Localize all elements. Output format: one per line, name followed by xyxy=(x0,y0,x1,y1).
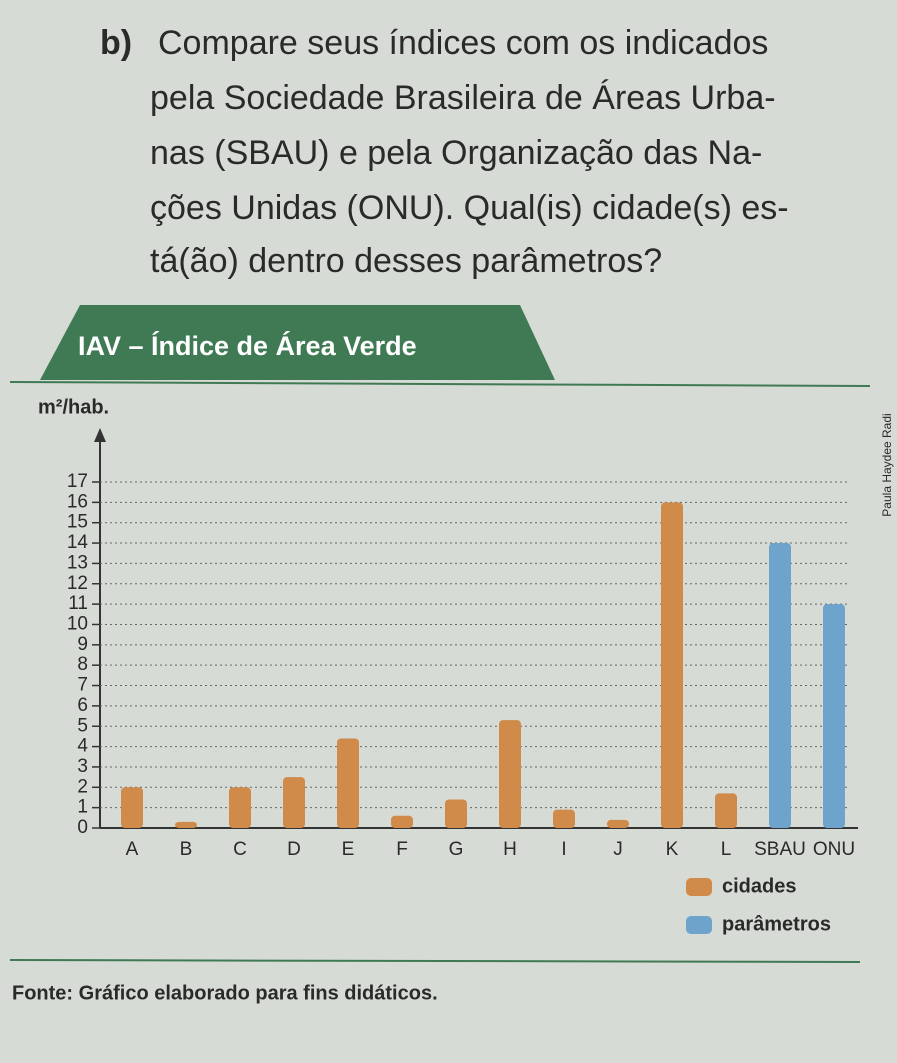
y-tick-label: 17 xyxy=(67,471,88,492)
x-tick-label: ONU xyxy=(813,839,855,860)
legend-swatch xyxy=(686,878,712,896)
question-line: Compare seus índices com os indicados xyxy=(158,24,768,62)
y-tick-label: 9 xyxy=(77,634,88,655)
chart-title: IAV – Índice de Área Verde xyxy=(78,330,417,361)
bar xyxy=(715,793,737,828)
y-tick-label: 16 xyxy=(67,491,88,512)
question-line: tá(ão) dentro desses parâmetros? xyxy=(150,242,662,280)
x-tick-label: G xyxy=(449,839,464,860)
legend-label: cidades xyxy=(722,875,796,897)
bar xyxy=(391,815,413,828)
bar xyxy=(229,787,251,828)
x-tick-label: H xyxy=(503,839,517,860)
y-tick-label: 12 xyxy=(67,573,88,594)
x-tick-label: I xyxy=(561,839,566,860)
y-tick-label: 0 xyxy=(77,817,88,838)
bar xyxy=(823,604,845,828)
y-tick-label: 8 xyxy=(77,654,88,675)
bar xyxy=(445,799,467,828)
bar xyxy=(283,777,305,828)
y-tick-label: 13 xyxy=(67,552,88,573)
question-line: ções Unidas (ONU). Qual(is) cidade(s) es… xyxy=(150,189,789,227)
y-axis-label: m²/hab. xyxy=(38,396,109,418)
question-line: pela Sociedade Brasileira de Áreas Urba- xyxy=(150,79,776,117)
y-tick-label: 5 xyxy=(77,715,88,736)
source: Fonte: Gráfico elaborado para fins didát… xyxy=(12,982,438,1004)
question-label: b) xyxy=(100,24,132,62)
bar xyxy=(769,543,791,828)
y-tick-label: 4 xyxy=(77,736,88,757)
question-line: nas (SBAU) e pela Organização das Na- xyxy=(150,134,762,172)
x-tick-label: F xyxy=(396,839,408,860)
title-tab xyxy=(40,305,555,380)
y-tick-label: 15 xyxy=(67,512,88,533)
legend-label: parâmetros xyxy=(722,913,831,935)
x-tick-label: C xyxy=(233,839,247,860)
y-axis-arrow xyxy=(94,428,106,442)
legend-swatch xyxy=(686,916,712,934)
bar xyxy=(175,821,197,828)
y-tick-label: 10 xyxy=(67,613,88,634)
credit: Paula Haydee Radi xyxy=(880,413,894,516)
bar xyxy=(337,738,359,828)
y-tick-label: 2 xyxy=(77,776,88,797)
y-tick-label: 3 xyxy=(77,756,88,777)
bar xyxy=(607,819,629,828)
x-tick-label: K xyxy=(666,839,679,860)
x-tick-label: D xyxy=(287,839,301,860)
rule xyxy=(9,381,871,387)
bar xyxy=(121,787,143,828)
y-tick-label: 11 xyxy=(68,593,88,614)
y-tick-label: 14 xyxy=(67,532,89,553)
x-tick-label: L xyxy=(721,839,732,860)
x-tick-label: B xyxy=(180,839,193,860)
x-tick-label: A xyxy=(126,839,139,860)
rule xyxy=(9,959,861,963)
x-tick-label: E xyxy=(342,839,355,860)
y-tick-label: 7 xyxy=(77,675,88,696)
bar xyxy=(553,809,575,828)
bar xyxy=(499,720,521,828)
x-tick-label: J xyxy=(613,839,623,860)
y-tick-label: 6 xyxy=(77,695,88,716)
bar xyxy=(661,502,683,828)
y-tick-label: 1 xyxy=(77,797,88,818)
x-tick-label: SBAU xyxy=(754,839,806,860)
